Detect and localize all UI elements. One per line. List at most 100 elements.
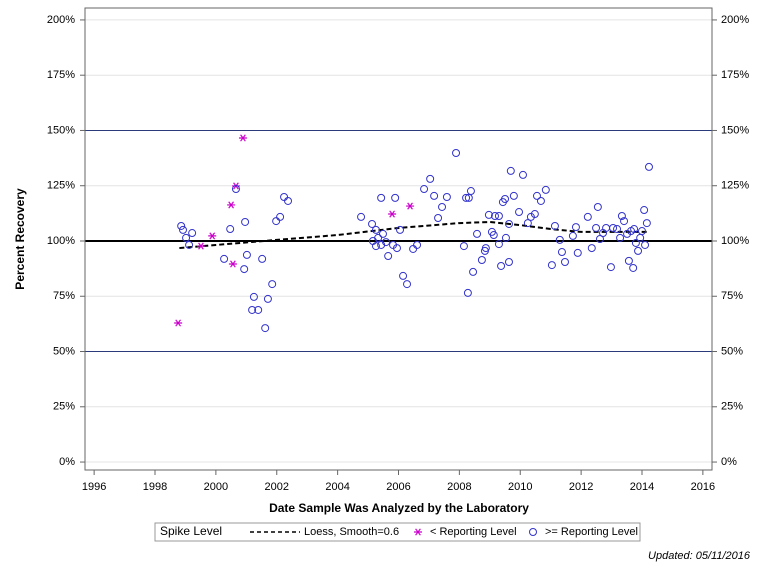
data-point xyxy=(494,212,503,221)
data-point xyxy=(560,257,569,266)
data-point xyxy=(501,233,510,242)
data-point xyxy=(371,225,380,234)
y-tick-label: 175% xyxy=(47,69,75,81)
data-point xyxy=(494,240,503,249)
data-point xyxy=(592,223,601,232)
data-point xyxy=(484,210,493,219)
data-point xyxy=(399,271,408,280)
legend-label: < Reporting Level xyxy=(430,526,517,538)
data-point xyxy=(378,229,387,238)
data-point xyxy=(613,225,622,234)
data-point xyxy=(377,193,386,202)
data-point xyxy=(473,229,482,238)
data-point xyxy=(526,212,535,221)
data-point xyxy=(403,280,412,289)
data-point xyxy=(248,305,257,314)
data-point xyxy=(188,229,197,238)
plot-frame xyxy=(84,7,713,471)
data-point xyxy=(268,280,277,289)
data-point xyxy=(497,261,506,270)
data-point xyxy=(284,196,293,205)
y-tick-label: 25% xyxy=(53,401,75,413)
data-point xyxy=(644,162,653,171)
data-point xyxy=(506,166,515,175)
data-point xyxy=(434,214,443,222)
data-point xyxy=(518,170,527,179)
y2-tick-label: 75% xyxy=(721,290,743,302)
data-point xyxy=(374,233,383,242)
data-point xyxy=(616,233,625,242)
x-tick-label: 2016 xyxy=(691,481,715,493)
data-point xyxy=(462,193,471,202)
data-point xyxy=(515,208,524,217)
data-point xyxy=(452,149,461,158)
data-point xyxy=(617,212,626,221)
x-axis-label: Date Sample Was Analyzed by the Laborato… xyxy=(269,501,529,515)
data-point xyxy=(481,244,490,253)
data-point xyxy=(547,261,556,270)
data-point xyxy=(623,229,632,238)
data-point xyxy=(272,217,281,226)
data-point xyxy=(463,288,472,297)
legend-box xyxy=(154,522,641,542)
x-tick-label: 1998 xyxy=(143,481,167,493)
data-point xyxy=(254,305,263,314)
data-point xyxy=(261,324,270,333)
data-point xyxy=(242,250,251,259)
data-point xyxy=(489,231,498,240)
y2-tick-label: 175% xyxy=(721,69,749,81)
data-point xyxy=(593,202,602,211)
x-tick-label: 2014 xyxy=(630,481,654,493)
data-point xyxy=(258,254,267,263)
legend-label: >= Reporting Level xyxy=(545,526,638,538)
footnote: Updated: 05/11/2016 xyxy=(648,550,751,562)
data-point xyxy=(263,294,272,303)
y-tick-label: 200% xyxy=(47,14,75,26)
x-tick-label: 2000 xyxy=(204,481,228,493)
data-point xyxy=(504,219,513,228)
data-point xyxy=(220,254,229,263)
data-point xyxy=(557,248,566,257)
data-point xyxy=(384,252,393,261)
y2-tick-label: 100% xyxy=(721,235,749,247)
data-point xyxy=(228,260,237,268)
x-tick-label: 1996 xyxy=(82,481,106,493)
data-point xyxy=(382,238,391,247)
data-point xyxy=(182,233,191,242)
data-point xyxy=(438,202,447,211)
data-point xyxy=(469,267,478,276)
legend-symbol xyxy=(414,528,422,536)
data-point xyxy=(573,248,582,257)
y2-tick-label: 25% xyxy=(721,401,743,413)
y2-tick-label: 200% xyxy=(721,14,749,26)
x-tick-label: 2010 xyxy=(508,481,532,493)
data-point xyxy=(371,242,380,251)
data-point xyxy=(541,185,550,194)
data-point xyxy=(226,225,235,234)
data-point xyxy=(391,193,400,202)
loess-line xyxy=(179,220,649,250)
data-point xyxy=(396,225,405,234)
data-point xyxy=(208,232,217,240)
data-point xyxy=(568,231,577,240)
data-point xyxy=(231,185,240,194)
data-point xyxy=(442,193,451,201)
data-point xyxy=(555,235,564,244)
y-tick-label: 50% xyxy=(53,345,75,357)
data-point xyxy=(637,227,646,236)
data-point xyxy=(466,187,475,196)
data-point xyxy=(550,221,559,230)
data-point xyxy=(174,319,183,327)
data-point xyxy=(509,191,518,200)
data-point xyxy=(196,242,205,250)
legend-label: Loess, Smooth=0.6 xyxy=(304,526,399,538)
x-tick-label: 2012 xyxy=(569,481,593,493)
data-point xyxy=(420,185,429,194)
data-point xyxy=(631,238,640,247)
x-tick-label: 2002 xyxy=(265,481,289,493)
data-point xyxy=(406,202,415,210)
data-point xyxy=(240,265,249,274)
y-axis-label: Percent Recovery xyxy=(13,188,27,290)
legend-symbol xyxy=(529,528,537,536)
